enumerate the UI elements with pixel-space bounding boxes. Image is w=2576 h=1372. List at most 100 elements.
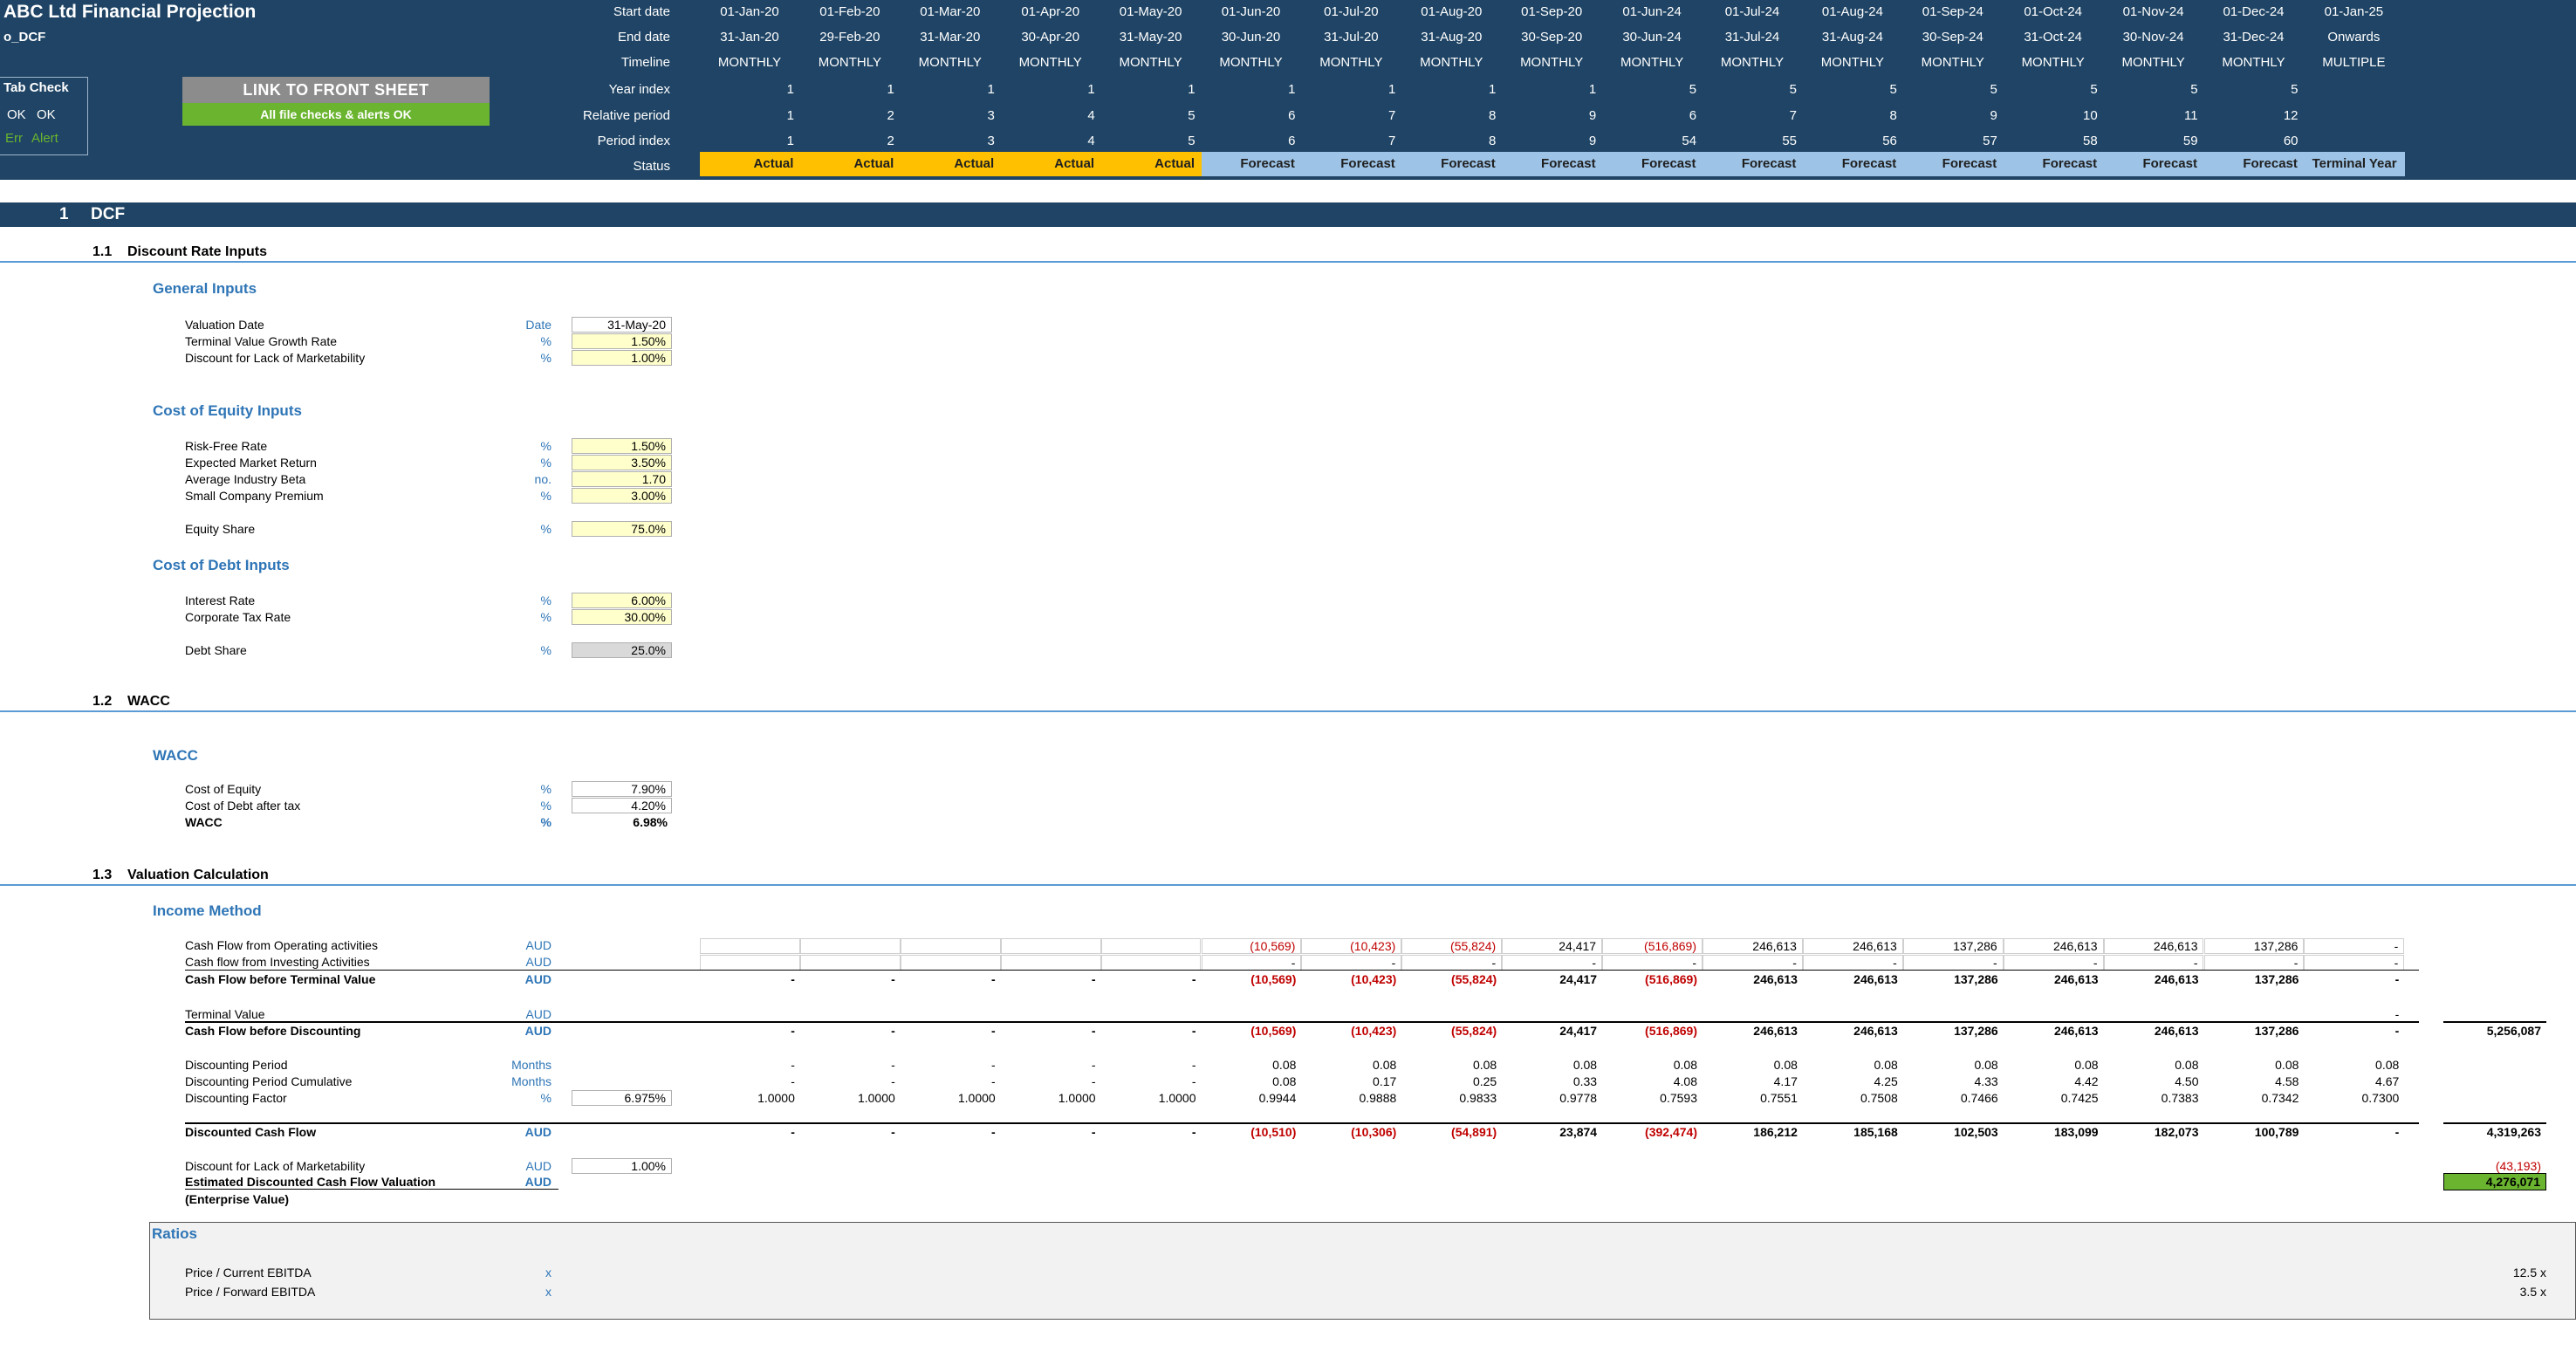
cf_bd-value-cell: - <box>2394 1024 2400 1038</box>
dcf-total: 4,319,263 <box>2486 1125 2541 1139</box>
wacc-value: 6.98% <box>633 815 668 829</box>
link-to-front-sheet-button[interactable]: LINK TO FRONT SHEET <box>182 77 490 103</box>
period-start-cell: 01-Dec-24 <box>2223 4 2285 19</box>
cf_inv-value-cell: - <box>1902 955 2004 971</box>
dlm-unit: AUD <box>525 1159 552 1173</box>
period-pi-cell: 6 <box>1288 134 1296 148</box>
cf_btv-value-cell: 246,613 <box>1753 972 1798 986</box>
period-end-cell: 31-Dec-24 <box>2223 30 2285 45</box>
ratio-unit: x <box>545 1266 552 1279</box>
cost-of-debt-after-tax-input[interactable]: 4.20% <box>572 798 672 813</box>
dpc-value-cell: 0.25 <box>1472 1074 1497 1088</box>
dpc-value-cell: 0.17 <box>1373 1074 1397 1088</box>
equity-share-unit: % <box>540 522 552 536</box>
dpc-label: Discounting Period Cumulative <box>185 1074 353 1088</box>
period-rp-cell: 1 <box>786 108 794 123</box>
dlm-rate-input[interactable]: 1.00% <box>572 350 672 366</box>
period-status-cell: Forecast <box>1401 152 1503 176</box>
dpc-value-cell: - <box>1191 1074 1196 1088</box>
valuation-date-input[interactable]: 31-May-20 <box>572 317 672 333</box>
small-co-premium-input[interactable]: 3.00% <box>572 488 672 504</box>
cf_ops-value-cell: (55,824) <box>1401 938 1503 954</box>
period-start-cell: 01-May-20 <box>1119 4 1182 19</box>
cf_bd-unit: AUD <box>524 1024 552 1038</box>
period-yi-cell: 1 <box>1588 82 1597 97</box>
risk-free-rate-label: Risk-Free Rate <box>185 439 268 453</box>
df-value-cell: 0.7383 <box>2161 1091 2199 1105</box>
period-start-cell: 01-Apr-20 <box>1021 4 1080 19</box>
dcf-value-cell: 23,874 <box>1559 1125 1598 1139</box>
cf_bd-value-cell: (516,869) <box>1645 1024 1697 1038</box>
cf_inv-value-cell <box>900 955 1001 971</box>
dpc-unit: Months <box>511 1074 552 1088</box>
dcf-value-cell: - <box>891 1125 895 1139</box>
period-status-cell: Forecast <box>1802 152 1904 176</box>
edcf-unit: AUD <box>524 1175 552 1189</box>
period-pi-cell: 58 <box>2083 134 2098 148</box>
cf_btv-value-cell: - <box>2394 972 2400 986</box>
cf_btv-value-cell: 246,613 <box>1853 972 1898 986</box>
edcf-label: Estimated Discounted Cash Flow Valuation <box>185 1175 436 1189</box>
period-yi-cell: 5 <box>1789 82 1797 97</box>
total-rule <box>185 970 2419 971</box>
cod-inputs-title: Cost of Debt Inputs <box>153 557 290 573</box>
dcf-value-cell: - <box>791 1125 795 1139</box>
df-input[interactable]: 6.975% <box>572 1090 672 1106</box>
df-unit: % <box>540 1091 552 1105</box>
period-status-cell: Forecast <box>1201 152 1302 176</box>
interest-rate-input[interactable]: 6.00% <box>572 593 672 608</box>
tv-label: Terminal Value <box>185 1007 265 1021</box>
cf_inv-value-cell: - <box>2003 955 2104 971</box>
period-pi-cell: 2 <box>887 134 894 148</box>
period-status-cell: Actual <box>700 152 801 176</box>
dp-value-cell: - <box>991 1058 996 1072</box>
section-title: DCF <box>91 205 126 223</box>
market-return-label: Expected Market Return <box>185 456 317 470</box>
industry-beta-input[interactable]: 1.70 <box>572 471 672 487</box>
app-title: ABC Ltd Financial Projection <box>3 2 257 22</box>
ratio-unit: x <box>545 1285 552 1299</box>
period-pi-cell: 55 <box>1782 134 1797 148</box>
dpc-value-cell: 0.08 <box>1272 1074 1297 1088</box>
cf_ops-label: Cash Flow from Operating activities <box>185 938 378 952</box>
period-end-cell: 29-Feb-20 <box>819 30 880 45</box>
risk-free-rate-input[interactable]: 1.50% <box>572 438 672 454</box>
df-value-cell: 1.0000 <box>757 1091 795 1105</box>
period-status-cell: Forecast <box>1902 152 2004 176</box>
terminal-growth-input[interactable]: 1.50% <box>572 333 672 349</box>
period-yi-cell: 1 <box>1288 82 1296 97</box>
cf_ops-value-cell: 246,613 <box>1702 938 1803 954</box>
equity-share-input[interactable]: 75.0% <box>572 521 672 537</box>
period-status-cell: Forecast <box>1301 152 1402 176</box>
period-rp-cell: 3 <box>987 108 995 123</box>
df-value-cell: 0.9888 <box>1359 1091 1397 1105</box>
cf_btv-unit: AUD <box>524 972 552 986</box>
total-rule <box>185 1122 2419 1124</box>
cf_bd-label: Cash Flow before Discounting <box>185 1024 361 1038</box>
total-rule <box>185 1021 2419 1023</box>
dpc-value-cell: - <box>791 1074 795 1088</box>
cf_inv-value-cell: - <box>1401 955 1503 971</box>
debt-share-input[interactable]: 25.0% <box>572 642 672 658</box>
dp-value-cell: - <box>1191 1058 1196 1072</box>
cf_ops-value-cell <box>799 938 901 954</box>
period-start-cell: 01-Nov-24 <box>2122 4 2184 19</box>
dpc-value-cell: - <box>891 1074 895 1088</box>
cost-of-equity-input[interactable]: 7.90% <box>572 781 672 797</box>
period-rp-cell: 6 <box>1288 108 1296 123</box>
tax-rate-input[interactable]: 30.00% <box>572 609 672 625</box>
dlm-rate-unit: % <box>540 351 552 365</box>
cf_ops-value-cell: 24,417 <box>1502 938 1603 954</box>
df-value-cell: 0.9833 <box>1459 1091 1497 1105</box>
period-start-cell: 01-Mar-20 <box>920 4 981 19</box>
small-co-premium-label: Small Company Premium <box>185 489 324 503</box>
tab-check-err: Err <box>5 131 23 146</box>
cf_bd-value-cell: - <box>1191 1024 1196 1038</box>
period-tl-cell: MONTHLY <box>2021 55 2085 70</box>
tv-unit: AUD <box>525 1007 552 1021</box>
subsection-1-2-rule <box>0 710 2576 712</box>
market-return-input[interactable]: 3.50% <box>572 455 672 470</box>
enterprise-value-total[interactable]: 4,276,071 <box>2443 1173 2546 1190</box>
dlm-input[interactable]: 1.00% <box>572 1158 672 1174</box>
cf_ops-value-cell <box>700 938 800 954</box>
